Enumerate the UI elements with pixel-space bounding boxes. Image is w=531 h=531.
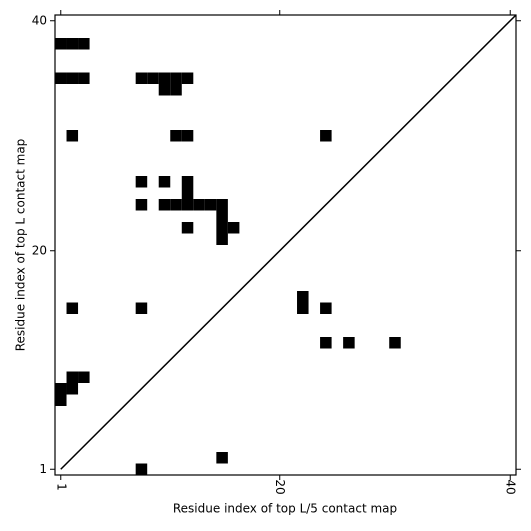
contact-cell	[343, 337, 355, 349]
contact-cell	[170, 72, 182, 84]
contact-cell	[78, 72, 90, 84]
contact-cell	[181, 72, 194, 84]
contact-cell	[158, 84, 171, 96]
contact-cell	[320, 130, 332, 142]
contact-cell	[170, 130, 182, 142]
contact-cell	[181, 130, 194, 142]
contact-cell	[78, 38, 90, 50]
contact-cell	[135, 176, 148, 188]
x-axis-label: Residue index of top L/5 contact map	[173, 502, 397, 516]
contact-cell	[320, 337, 332, 349]
x-tick-label: 20	[273, 479, 287, 494]
y-tick-label: 20	[32, 243, 47, 257]
contact-cell	[135, 199, 148, 211]
contact-cell	[55, 383, 67, 395]
contact-cell	[158, 199, 171, 211]
y-tick-label: 1	[39, 462, 47, 476]
contact-cell	[66, 302, 79, 314]
contact-cell	[66, 72, 79, 84]
contact-cell	[78, 371, 90, 383]
contact-cell	[135, 72, 148, 84]
contact-cell	[66, 371, 79, 383]
contact-cell	[135, 463, 148, 475]
x-tick-label: 1	[54, 483, 68, 491]
contact-cell	[216, 199, 228, 211]
contact-cell	[55, 72, 67, 84]
y-axis-label: Residue index of top L contact map	[14, 139, 28, 352]
contact-cell	[66, 383, 79, 395]
contact-cell	[158, 72, 171, 84]
contact-cell	[147, 72, 159, 84]
contact-cell	[297, 302, 309, 314]
contact-cell	[181, 176, 194, 188]
contact-cell	[181, 187, 194, 199]
contact-cell	[66, 130, 79, 142]
contact-cell	[181, 199, 194, 211]
x-tick-label: 40	[504, 479, 518, 494]
contact-cell	[170, 199, 182, 211]
contact-cell	[320, 302, 332, 314]
contact-cell	[193, 199, 205, 211]
contact-cell	[158, 176, 171, 188]
contact-cell	[216, 452, 228, 464]
contact-cell	[135, 302, 148, 314]
contact-cell	[55, 38, 67, 50]
y-tick-label: 40	[32, 13, 47, 27]
contact-cell	[204, 199, 217, 211]
contact-cell	[181, 222, 194, 234]
contact-cell	[227, 222, 240, 234]
contact-cell	[297, 291, 309, 303]
contact-cell	[55, 394, 67, 406]
contact-cell	[216, 222, 228, 234]
contact-cell	[389, 337, 401, 349]
contact-cell	[216, 210, 228, 222]
diagonal-line	[60, 14, 517, 470]
contact-cell	[66, 38, 79, 50]
plot-frame	[54, 14, 517, 476]
contact-cell	[170, 84, 182, 96]
contact-cell	[216, 233, 228, 245]
